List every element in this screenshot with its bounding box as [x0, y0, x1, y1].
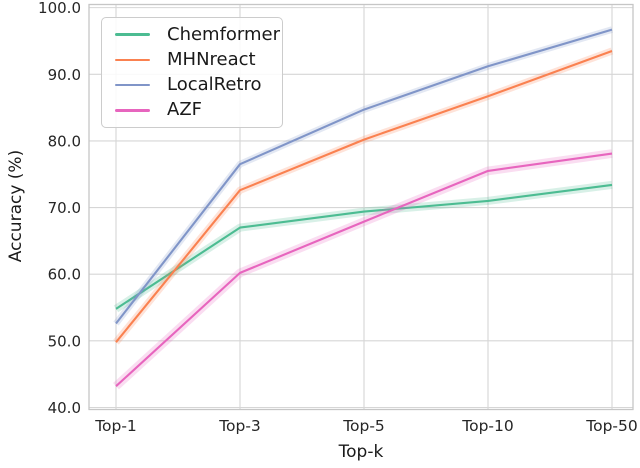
localretro-line-swatch: [115, 83, 150, 87]
legend-label: LocalRetro: [167, 74, 262, 96]
x-tick-label: Top-10: [461, 417, 513, 435]
y-tick-label: 80.0: [48, 132, 81, 150]
x-axis-title: Top-k: [338, 442, 384, 462]
x-tick-label: Top-1: [94, 417, 137, 435]
series-layer: [113, 26, 614, 390]
y-tick-label: 90.0: [48, 66, 81, 84]
legend-item-chemformer: Chemformer: [110, 22, 280, 47]
legend: Chemformer MHNreact LocalRetro AZF: [101, 17, 283, 128]
legend-label: AZF: [167, 99, 202, 121]
chemformer-line: [115, 183, 613, 310]
mhnreact-line: [115, 50, 613, 343]
y-tick-label: 100.0: [38, 0, 81, 17]
chemformer-line-swatch: [115, 33, 150, 36]
y-tick-label: 50.0: [48, 332, 81, 350]
y-tick-label: 60.0: [48, 266, 81, 284]
legend-label: Chemformer: [167, 23, 281, 45]
legend-label: MHNreact: [167, 48, 256, 70]
y-tick-label: 70.0: [48, 199, 81, 217]
y-tick-label: 40.0: [48, 399, 81, 417]
x-tick-label: Top-5: [342, 417, 385, 435]
azf-line-swatch: [115, 109, 150, 112]
azf-line: [115, 152, 613, 387]
x-tick-label: Top-50: [585, 417, 637, 435]
legend-item-localretro: LocalRetro: [110, 73, 274, 98]
axes-spines: [88, 3, 634, 411]
plot-border: [88, 3, 634, 411]
x-tick-label: Top-3: [218, 417, 261, 435]
localretro-line: [115, 28, 613, 325]
ticks-layer: 100.0 90.0 80.0 70.0 60.0 50.0 40.0 Top-1 Top-3 T…: [38, 0, 638, 435]
legend-item-azf: AZF: [110, 98, 274, 123]
mhnreact-line-swatch: [115, 58, 150, 62]
legend-item-mhnreact: MHNreact: [110, 47, 274, 72]
y-axis-title: Accuracy (%): [6, 150, 26, 262]
